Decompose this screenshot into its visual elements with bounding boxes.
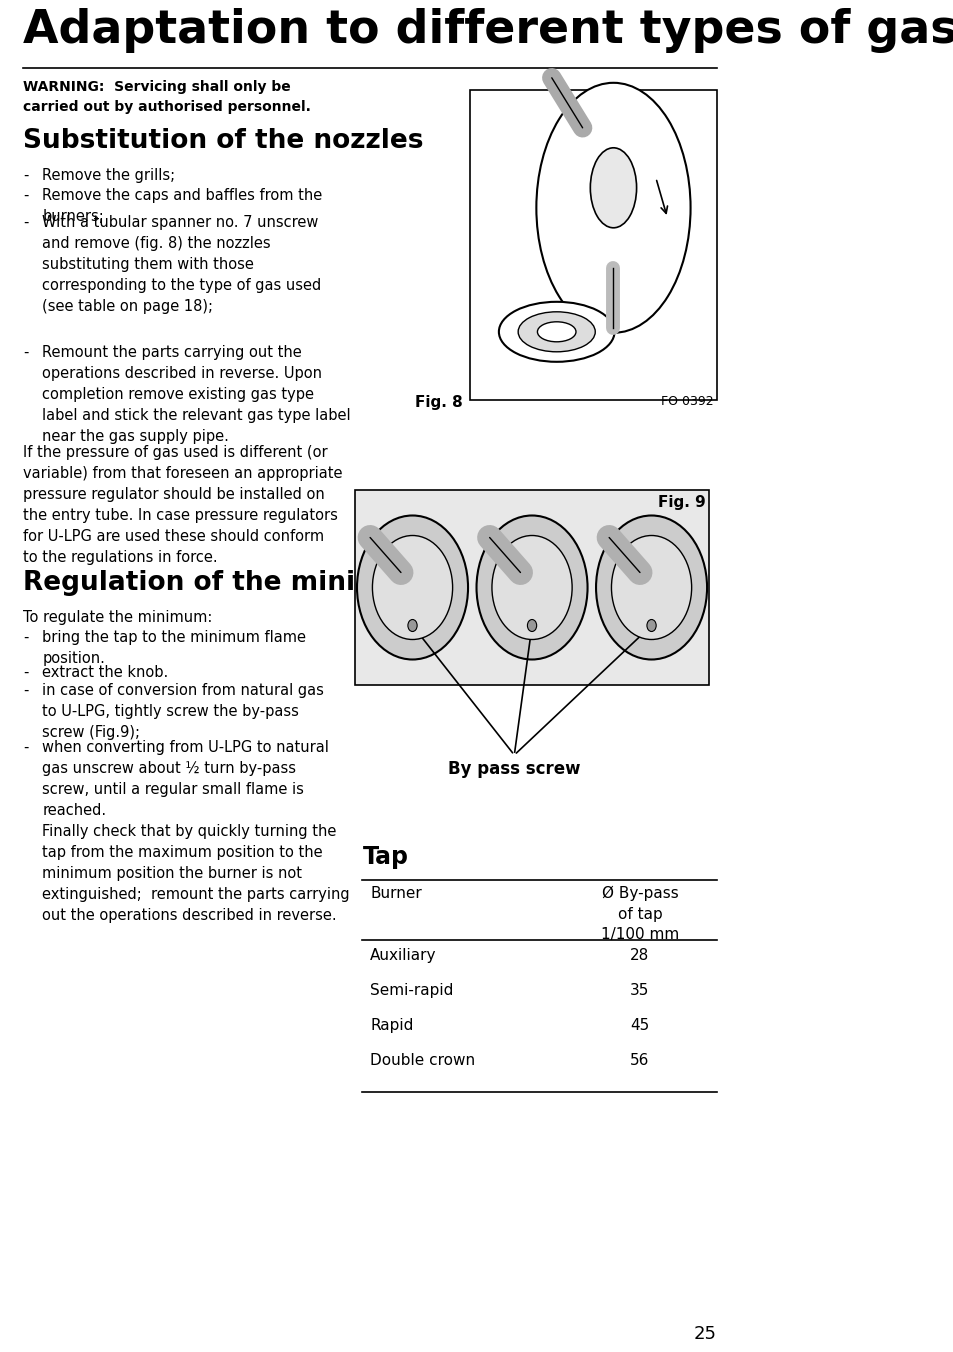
Text: when converting from U-LPG to natural
gas unscrew about ½ turn by-pass
screw, un: when converting from U-LPG to natural ga… (42, 740, 350, 923)
Bar (355, 489, 709, 685)
Text: Fig. 9: Fig. 9 (657, 495, 705, 510)
Circle shape (372, 535, 452, 639)
Text: -: - (23, 188, 29, 203)
Text: -: - (23, 215, 29, 230)
Text: Remove the grills;: Remove the grills; (42, 168, 175, 183)
Text: To regulate the minimum:: To regulate the minimum: (23, 610, 213, 625)
Text: Burner: Burner (370, 886, 421, 900)
Circle shape (611, 535, 691, 639)
Text: 45: 45 (630, 1018, 649, 1033)
Text: 56: 56 (630, 1053, 649, 1068)
Text: Tap: Tap (362, 845, 408, 869)
Text: Regulation of the minimum: Regulation of the minimum (23, 571, 429, 596)
Text: Semi-rapid: Semi-rapid (370, 983, 453, 998)
Bar (470, 91, 717, 400)
Circle shape (527, 619, 537, 631)
Text: Remove the caps and baffles from the
burners;: Remove the caps and baffles from the bur… (42, 188, 322, 224)
Text: WARNING:  Servicing shall only be
carried out by authorised personnel.: WARNING: Servicing shall only be carried… (23, 80, 311, 114)
Ellipse shape (498, 301, 614, 362)
Text: Auxiliary: Auxiliary (370, 948, 436, 963)
Text: bring the tap to the minimum flame
position.: bring the tap to the minimum flame posit… (42, 630, 306, 667)
Circle shape (476, 515, 587, 660)
Text: 35: 35 (630, 983, 649, 998)
Text: If the pressure of gas used is different (or
variable) from that foreseen an app: If the pressure of gas used is different… (23, 445, 342, 565)
Text: -: - (23, 168, 29, 183)
Text: -: - (23, 665, 29, 680)
Circle shape (492, 535, 572, 639)
Text: in case of conversion from natural gas
to U-LPG, tightly screw the by-pass
screw: in case of conversion from natural gas t… (42, 683, 324, 740)
Circle shape (646, 619, 656, 631)
Text: Substitution of the nozzles: Substitution of the nozzles (23, 128, 423, 154)
Text: Double crown: Double crown (370, 1053, 475, 1068)
Ellipse shape (590, 147, 636, 227)
Text: FO 0392: FO 0392 (659, 395, 713, 408)
Text: -: - (23, 683, 29, 698)
Ellipse shape (537, 322, 576, 342)
FancyArrowPatch shape (656, 180, 667, 214)
Text: By pass screw: By pass screw (448, 760, 580, 777)
Text: -: - (23, 345, 29, 360)
Text: Adaptation to different types of gas: Adaptation to different types of gas (23, 8, 953, 53)
Text: Remount the parts carrying out the
operations described in reverse. Upon
complet: Remount the parts carrying out the opera… (42, 345, 351, 443)
Text: 28: 28 (630, 948, 649, 963)
Text: -: - (23, 740, 29, 754)
Text: With a tubular spanner no. 7 unscrew
and remove (fig. 8) the nozzles
substitutin: With a tubular spanner no. 7 unscrew and… (42, 215, 321, 314)
Circle shape (356, 515, 468, 660)
Circle shape (596, 515, 706, 660)
Text: extract the knob.: extract the knob. (42, 665, 169, 680)
Ellipse shape (517, 312, 595, 352)
Text: -: - (23, 630, 29, 645)
Circle shape (408, 619, 416, 631)
Text: Ø By-pass
of tap
1/100 mm: Ø By-pass of tap 1/100 mm (600, 886, 679, 942)
Text: Fig. 8: Fig. 8 (415, 395, 462, 410)
Text: Rapid: Rapid (370, 1018, 413, 1033)
Ellipse shape (536, 82, 690, 333)
Text: 25: 25 (694, 1325, 717, 1343)
